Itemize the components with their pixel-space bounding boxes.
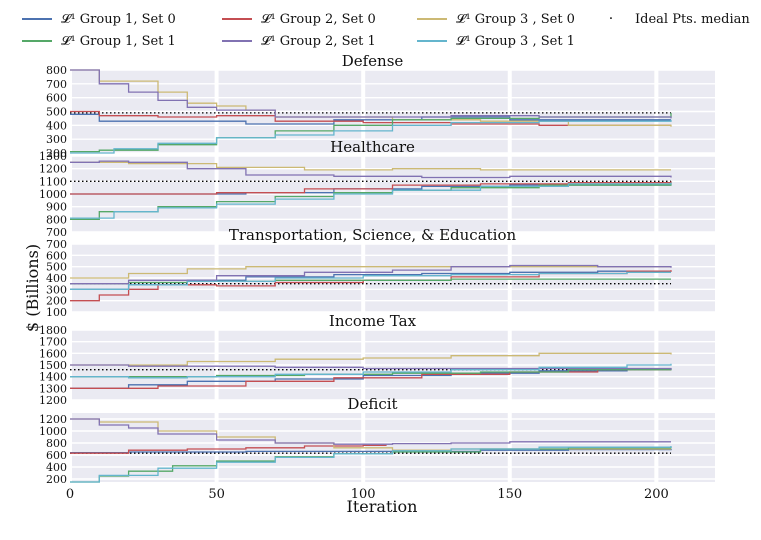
- y-tick-label: 1100: [39, 175, 67, 188]
- y-tick-label: 300: [46, 283, 67, 296]
- legend-line-swatch: [22, 18, 52, 20]
- subplot-title: Transportation, Science, & Education: [229, 226, 517, 244]
- subplot-title: Healthcare: [330, 138, 415, 156]
- y-tick-label: 700: [46, 226, 67, 239]
- series-line: [70, 119, 672, 154]
- legend-label: Ideal Pts. median: [635, 11, 750, 27]
- y-axis-label: $ (Billions): [23, 244, 42, 332]
- y-tick-label: 1200: [39, 413, 67, 426]
- x-axis: 0 50 100 150 200: [66, 487, 669, 502]
- series-line: [70, 363, 672, 379]
- y-tick-label: 500: [46, 261, 67, 274]
- legend-item: 𝓛¹ Group 1, Set 1: [22, 31, 176, 51]
- x-axis-label: Iteration: [347, 497, 418, 516]
- series-line: [70, 266, 671, 279]
- legend-label: 𝓛¹ Group 2, Set 1: [261, 33, 376, 49]
- y-tick-label: 200: [46, 295, 67, 308]
- legend-line-swatch: [417, 18, 447, 20]
- legend-label: 𝓛¹ Group 3 , Set 1: [456, 33, 575, 49]
- subplot-title: Income Tax: [329, 312, 417, 330]
- series-line: [70, 160, 672, 179]
- y-tick-label: 1400: [39, 371, 67, 384]
- series-line: [70, 352, 672, 366]
- series-line: [70, 369, 671, 389]
- y-tick-label: 600: [46, 449, 67, 462]
- y-tick-label: 800: [46, 213, 67, 226]
- x-tick-label: 0: [66, 487, 74, 502]
- y-tick-label: 1700: [39, 336, 67, 349]
- legend-label: 𝓛¹ Group 1, Set 0: [61, 11, 176, 27]
- series-line: [70, 444, 387, 454]
- legend-label: 𝓛¹ Group 3 , Set 0: [456, 11, 575, 27]
- y-tick-label: 700: [46, 238, 67, 251]
- y-tick-label: 1500: [39, 359, 67, 372]
- y-tick-label: 600: [46, 249, 67, 262]
- series-line: [70, 271, 671, 290]
- legend: 𝓛¹ Group 1, Set 0 𝓛¹ Group 2, Set 0 𝓛¹ Gro…: [0, 0, 761, 60]
- y-tick-label: 600: [46, 92, 67, 105]
- x-tick-label: 150: [497, 487, 522, 502]
- series-line: [70, 181, 672, 195]
- y-tick-label: 500: [46, 106, 67, 119]
- legend-item: 𝓛¹ Group 1, Set 0: [22, 9, 176, 29]
- series-line: [70, 446, 672, 483]
- series-line: [70, 448, 672, 454]
- series-line: [70, 110, 671, 126]
- legend-item: 𝓛¹ Group 2, Set 0: [222, 9, 376, 29]
- legend-item: 𝓛¹ Group 3 , Set 0: [417, 9, 575, 29]
- legend-label: 𝓛¹ Group 2, Set 0: [261, 11, 376, 27]
- y-tick-label: 800: [46, 64, 67, 77]
- y-tick-label: 400: [46, 272, 67, 285]
- series-line: [70, 161, 671, 171]
- y-tick-label: 1000: [39, 188, 67, 201]
- subplot-title: Deficit: [347, 395, 397, 413]
- series-line: [70, 364, 672, 370]
- y-tick-label: 400: [46, 461, 67, 474]
- y-tick-label: 1600: [39, 347, 67, 360]
- y-tick-label: 300: [46, 133, 67, 146]
- y-tick-label: 1000: [39, 425, 67, 438]
- x-tick-label: 50: [208, 487, 225, 502]
- legend-line-swatch: [222, 18, 252, 20]
- series-line: [70, 69, 672, 119]
- y-tick-label: 900: [46, 201, 67, 214]
- y-tick-label: 200: [46, 147, 67, 160]
- series-line: [70, 418, 671, 445]
- legend-item: · Ideal Pts. median: [596, 9, 750, 29]
- y-tick-label: 700: [46, 78, 67, 91]
- series-line: [70, 113, 671, 125]
- x-tick-label: 100: [351, 487, 376, 502]
- legend-line-swatch: [22, 40, 52, 42]
- y-tick-label: 1800: [39, 324, 67, 337]
- y-tick-label: 400: [46, 119, 67, 132]
- y-tick-label: 1300: [39, 382, 67, 395]
- legend-line-swatch: [222, 40, 252, 42]
- subplot-title: Defense: [342, 52, 404, 70]
- legend-label: 𝓛¹ Group 1, Set 1: [61, 33, 176, 49]
- legend-item: 𝓛¹ Group 3 , Set 1: [417, 31, 575, 51]
- legend-item: 𝓛¹ Group 2, Set 1: [222, 31, 376, 51]
- y-tick-label: 1200: [39, 163, 67, 176]
- legend-line-swatch: [417, 40, 447, 42]
- legend-dot-swatch: ·: [608, 11, 614, 27]
- series-line: [70, 182, 672, 219]
- y-tick-label: 1300: [39, 150, 67, 163]
- y-tick-label: 200: [46, 473, 67, 486]
- y-tick-label: 800: [46, 437, 67, 450]
- y-tick-label: 1200: [39, 394, 67, 407]
- series-line: [70, 264, 672, 285]
- y-tick-label: 100: [46, 306, 67, 319]
- subplot-panels: 200300400500600700800Defense700800900100…: [39, 52, 715, 486]
- x-tick-label: 200: [644, 487, 669, 502]
